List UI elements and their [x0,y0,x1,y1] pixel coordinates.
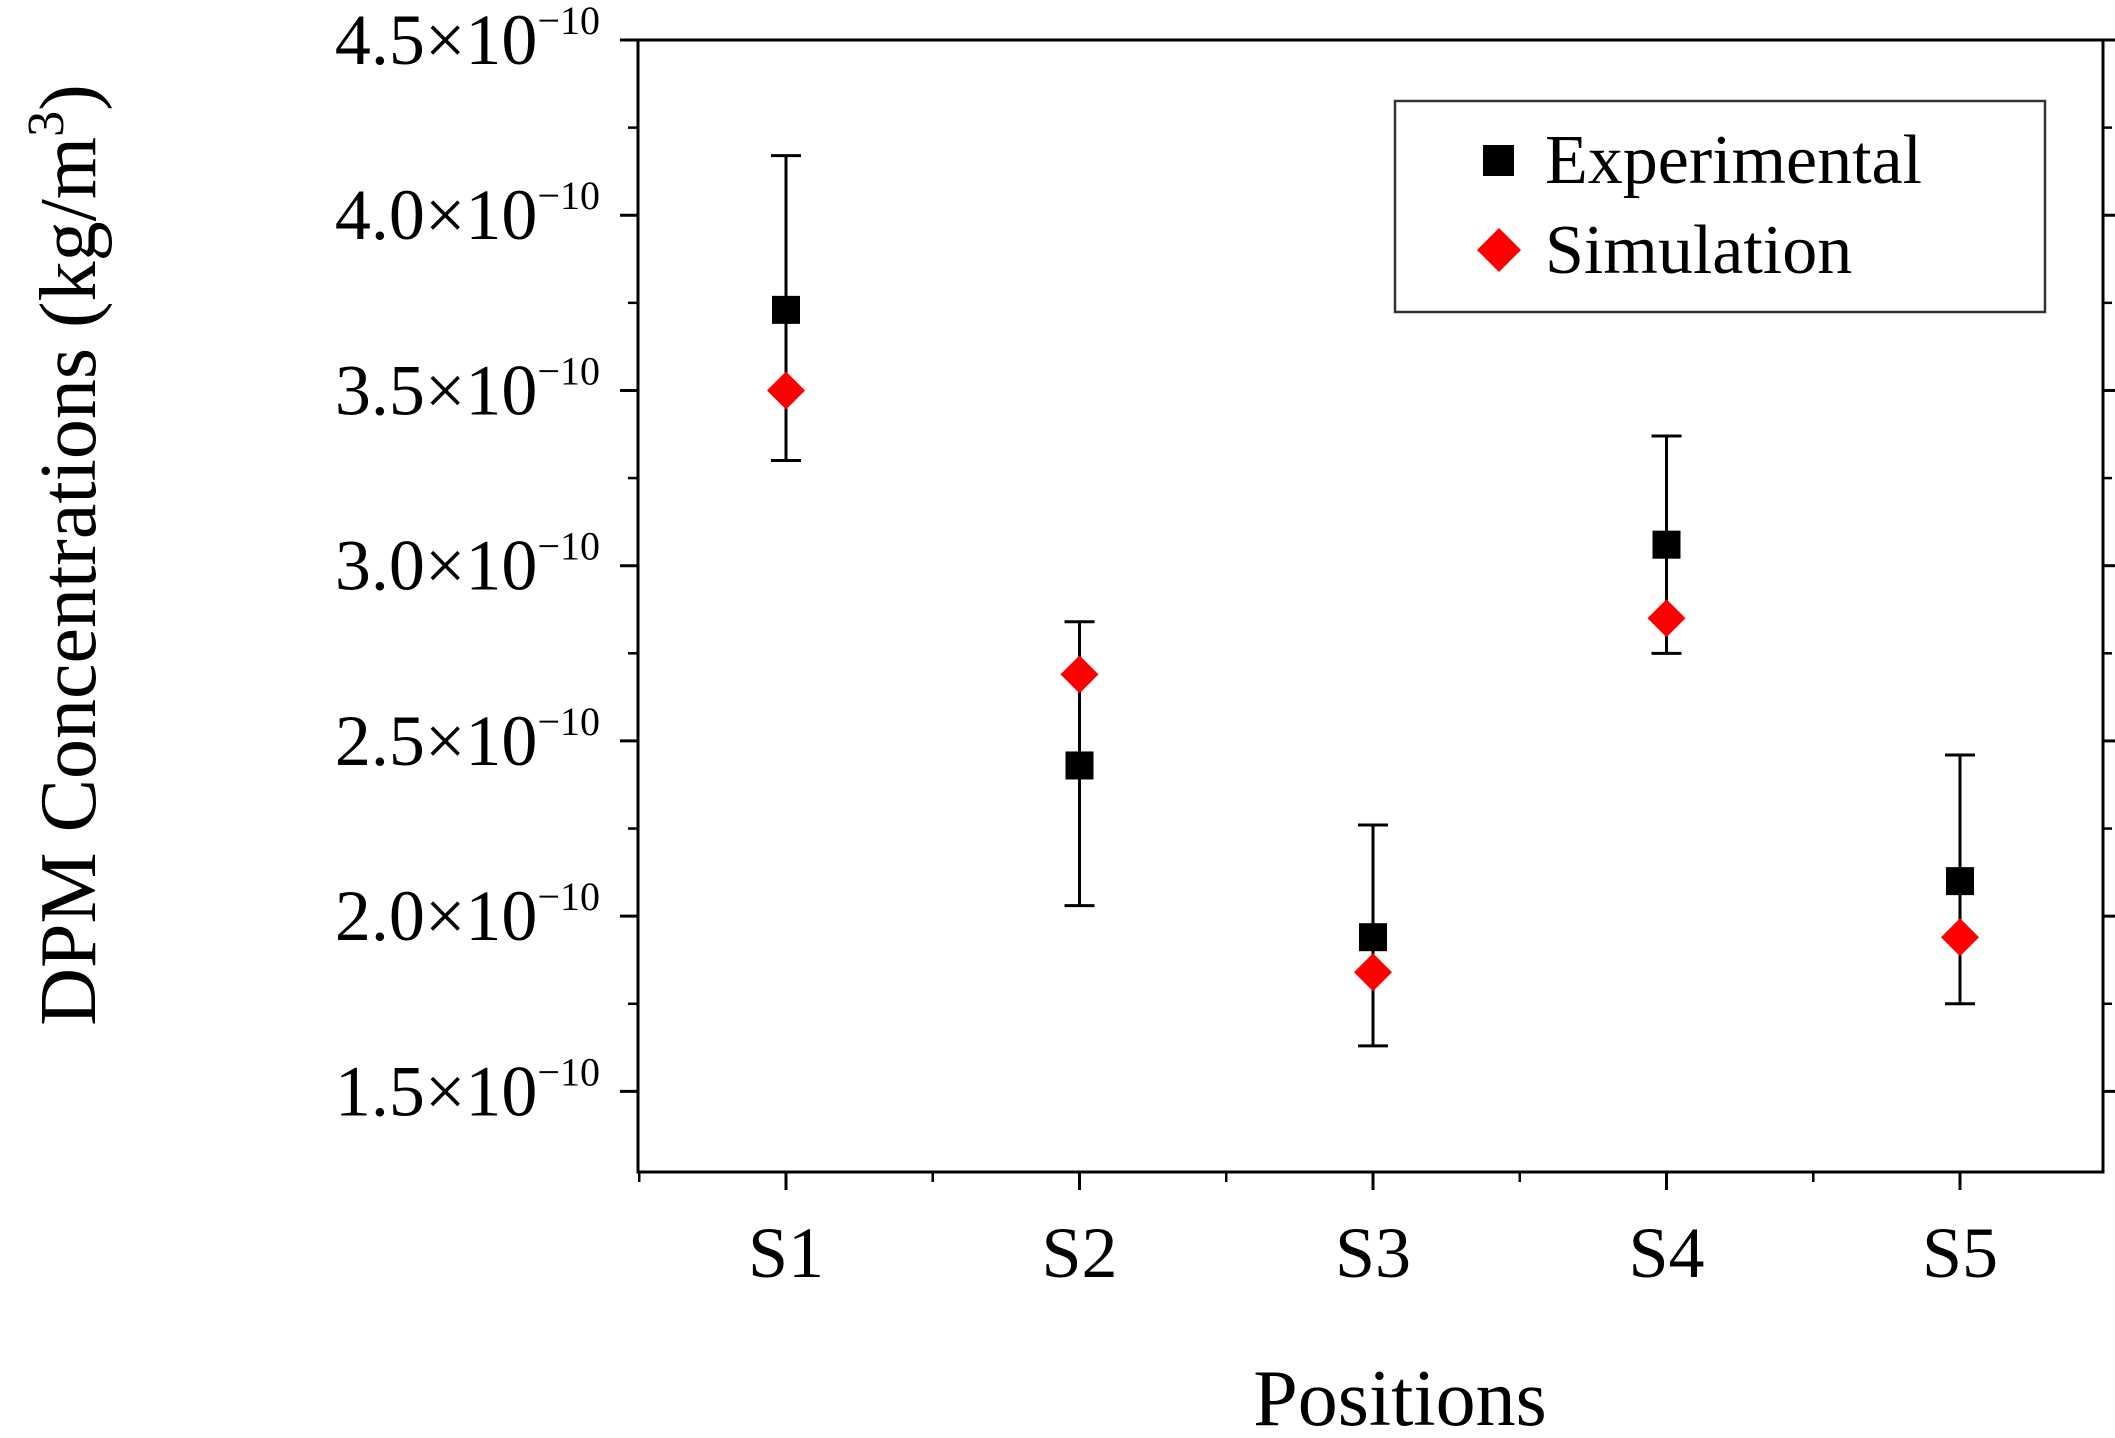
y-tick-label: 1.5×10−10 [335,1049,600,1131]
experimental-point [1652,530,1681,559]
y-tick-times-ten: ×10 [425,175,538,255]
plot-frame [636,38,2105,1174]
y-tick-label: 3.0×10−10 [335,524,600,606]
x-axis-title: Positions [1253,1355,1546,1438]
y-tick-mantissa: 3.5 [335,350,425,430]
experimental-point [1946,867,1974,896]
experimental-point [1359,923,1387,952]
data-markers [767,295,1979,992]
y-tick-times-ten: ×10 [425,701,538,781]
y-axis-title-main: DPM Concentrations (kg/m [25,137,113,1026]
y-tick-mantissa: 3.0 [335,526,425,606]
y-tick-exponent: −10 [537,348,600,393]
y-tick-mantissa: 4.5 [335,0,425,80]
y-tick-label: 4.0×10−10 [335,173,600,255]
simulation-point [1941,918,1979,957]
x-axis-ticks: S1 S2 S3 S4 S5 [638,1172,1998,1293]
y-tick-exponent: −10 [537,173,600,218]
experimental-point [1065,751,1094,780]
legend-experimental-label: Experimental [1545,122,1922,199]
y-tick-times-ten: ×10 [425,0,538,80]
y-tick-times-ten: ×10 [425,350,538,430]
experimental-point [772,295,800,324]
simulation-point [1060,655,1099,694]
y-axis-title-close: ) [25,84,113,111]
x-tick-label: S5 [1922,1213,1998,1293]
legend-experimental-marker [1483,145,1514,176]
x-tick-label: S2 [1041,1213,1117,1293]
legend-simulation-label: Simulation [1545,212,1852,289]
simulation-point [767,371,805,410]
y-tick-exponent: −10 [537,1049,600,1094]
y-tick-label: 2.0×10−10 [335,874,600,956]
y-tick-mantissa: 4.0 [335,175,425,255]
legend-box [1393,99,2047,314]
y-axis-title: DPM Concentrations (kg/m3) [18,84,113,1025]
y-axis-title-superscript: 3 [18,111,75,137]
x-tick-label: S3 [1335,1213,1411,1293]
x-tick-label: S4 [1628,1213,1704,1293]
y-tick-mantissa: 1.5 [335,1051,425,1131]
legend-simulation-marker [1477,228,1521,272]
y-axis-ticks: 4.5×10−104.0×10−103.5×10−103.0×10−102.5×… [335,0,2115,1131]
simulation-point [1354,953,1392,992]
y-tick-mantissa: 2.0 [335,876,425,956]
legend: Experimental Simulation [1393,99,2047,314]
y-tick-exponent: −10 [537,524,600,569]
y-tick-exponent: −10 [537,699,600,744]
y-tick-label: 2.5×10−10 [335,699,600,781]
y-tick-times-ten: ×10 [425,526,538,606]
y-tick-times-ten: ×10 [425,876,538,956]
y-tick-mantissa: 2.5 [335,701,425,781]
simulation-point [1647,599,1686,638]
y-tick-label: 4.5×10−10 [335,0,600,80]
y-tick-times-ten: ×10 [425,1051,538,1131]
y-tick-exponent: −10 [537,874,600,919]
x-tick-label: S1 [748,1213,824,1293]
y-tick-exponent: −10 [537,0,600,43]
y-tick-label: 3.5×10−10 [335,348,600,430]
